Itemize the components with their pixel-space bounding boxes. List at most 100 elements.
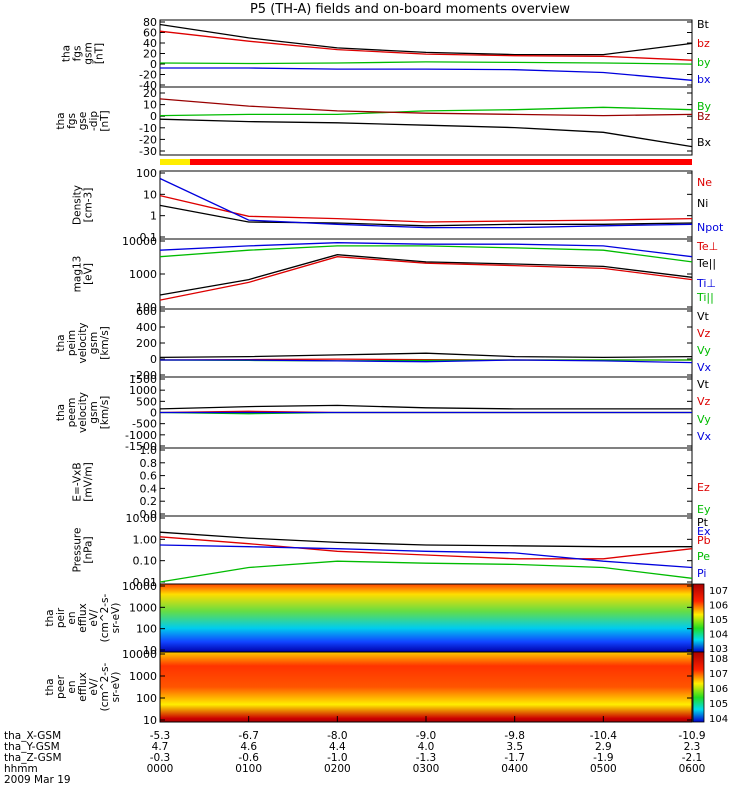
y-axis-label: velocity [77, 322, 89, 363]
series-p4-te [159, 254, 693, 296]
x-row-value: -0.3 [150, 752, 171, 764]
legend-ex: Ex [697, 525, 711, 538]
panel-p3: 100 10 1 0.1 Density [cm-3] Ne Ni Npot [72, 167, 724, 244]
y-tick-label: 10 [143, 644, 157, 657]
x-row-value: 4.6 [240, 741, 257, 753]
x-row-label: hhmm [4, 763, 38, 775]
y-tick-label: 20 [143, 87, 157, 100]
panel-p9: 107 106 105 104 103 10000 1000 100 10 tha peir en ef… [44, 580, 728, 657]
x-time-label: 0000 [147, 763, 174, 775]
y-tick-label: 10000 [122, 580, 157, 593]
y-tick-label: 0.01 [133, 576, 158, 589]
y-axis-label: Density [72, 185, 84, 225]
spectrogram-p9 [160, 584, 692, 652]
x-time-label: 0500 [590, 763, 617, 775]
legend-bx: Bx [697, 136, 712, 149]
series-p8-pe [159, 560, 693, 583]
panel-frame [159, 447, 693, 517]
y-axis-label: peem [66, 398, 78, 428]
panel-frame [159, 238, 693, 310]
y-axis-label: efflux [77, 672, 89, 701]
x-row-value: -2.1 [682, 752, 703, 764]
y-axis-label: [nPa] [83, 536, 95, 563]
series-p4-te [159, 256, 693, 301]
y-axis-label: (cm^2-s- [99, 593, 111, 642]
y-axis-label: tha [44, 609, 56, 626]
y-tick-label: 1.00 [133, 533, 158, 546]
legend-ni: Ni [697, 197, 708, 210]
y-axis-label: [nT] [94, 43, 106, 64]
y-tick-label: 10000 [122, 648, 157, 661]
colorbar-p10 [692, 651, 705, 723]
y-tick-label: 1000 [129, 384, 157, 397]
mode-flag-bar [160, 159, 692, 165]
y-tick-label: 1000 [129, 601, 157, 614]
series-p1-bx [160, 67, 693, 81]
y-tick-label: -1500 [125, 440, 157, 453]
x-row-value: -8.0 [327, 730, 348, 742]
y-axis-label: [mV/m] [83, 462, 95, 501]
y-tick-label: 1000 [129, 670, 157, 683]
series-p8-pi [159, 544, 693, 569]
x-row-label: tha_Z-GSM [4, 752, 62, 764]
x-row-value: -1.9 [593, 752, 614, 764]
x-row-value: -10.4 [590, 730, 617, 742]
y-axis-label: peim [66, 330, 78, 356]
y-axis-label: [km/s] [99, 326, 111, 360]
series-p3-ni [159, 204, 693, 227]
series-p2-bx [159, 118, 693, 148]
y-tick-label: -500 [132, 418, 157, 431]
y-tick-label: 10000 [122, 235, 157, 248]
x-row-value: 2.9 [595, 741, 612, 753]
y-axis-label: gsm [83, 42, 95, 64]
legend-ti: Ti|| [696, 291, 714, 304]
legend-ne: Ne [697, 176, 712, 189]
y-axis-label: efflux [77, 603, 89, 632]
y-axis-label: tha [61, 45, 73, 62]
y-axis-label: tha [55, 112, 67, 129]
x-time-label: 0200 [324, 763, 351, 775]
plot-title: P5 (TH-A) fields and on-board moments ov… [250, 2, 570, 17]
x-row-value: -10.9 [678, 730, 705, 742]
colorbar-label: 104 [709, 630, 728, 641]
y-tick-label: 1.0 [140, 444, 158, 457]
legend-vt: Vt [697, 310, 710, 323]
colorbar-label: 106 [709, 684, 728, 695]
colorbar-p9 [692, 583, 705, 653]
legend-vz: Vz [697, 327, 711, 340]
panel-frame [159, 308, 693, 378]
y-axis-label: gse [77, 112, 89, 131]
y-axis-label: E=-VxB [72, 462, 84, 501]
series-p6-vt [159, 404, 692, 410]
y-tick-label: 600 [136, 305, 157, 318]
y-tick-label: 100 [136, 692, 157, 705]
y-tick-label: -200 [132, 369, 157, 382]
series-p1-bt [159, 23, 693, 56]
y-tick-label: -20 [139, 69, 157, 82]
legend-pt: Pt [697, 516, 709, 529]
y-axis-label: en [66, 611, 78, 624]
legend-vy: Vy [697, 344, 711, 357]
colorbar-label: 108 [709, 654, 728, 665]
series-p4-ti [159, 242, 693, 258]
panel-p4: 10000 1000 100 mag13 [eV] Te⊥ Te|| Ti⊥Ti|| [72, 235, 719, 314]
y-tick-label: 200 [136, 337, 157, 350]
legend-bx: bx [697, 73, 711, 86]
legend-te: Te|| [696, 257, 716, 270]
y-tick-label: -10 [139, 122, 157, 135]
y-tick-label: 0.2 [140, 495, 158, 508]
x-row-value: 4.7 [152, 741, 169, 753]
legend-npot: Npot [697, 221, 724, 234]
y-tick-label: 1000 [129, 268, 157, 281]
series-p1-bz [159, 30, 693, 61]
x-row-value: 4.4 [329, 741, 346, 753]
x-time-label: 0600 [679, 763, 706, 775]
y-axis-label: eV/ [88, 609, 100, 627]
series-p8-pb [159, 536, 693, 560]
series-p3-npot [159, 177, 693, 229]
panel-frame [159, 170, 693, 240]
legend-ey: Ey [697, 503, 711, 516]
